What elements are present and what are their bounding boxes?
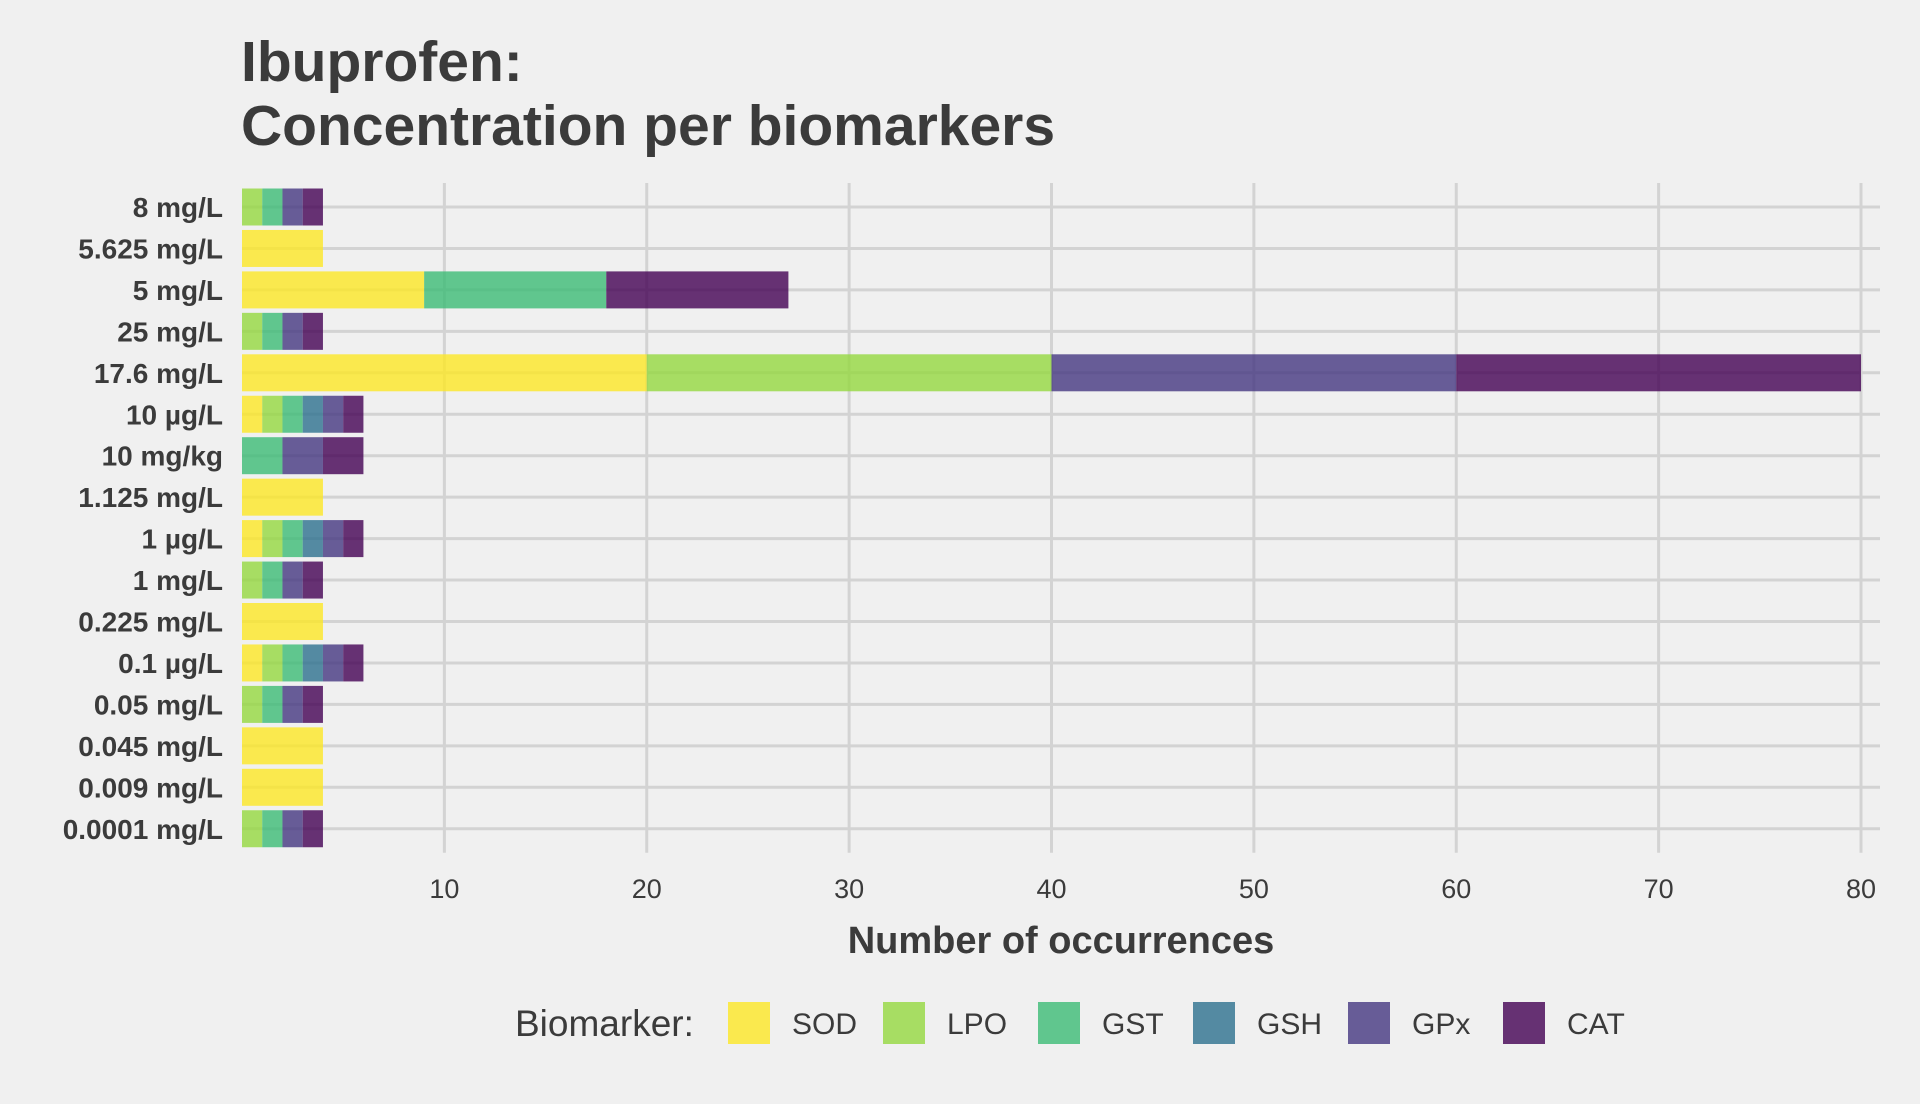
- y-tick-label: 0.225 mg/L: [78, 607, 223, 638]
- bar-segment-gst: [282, 644, 303, 682]
- legend-label-gst: GST: [1102, 1008, 1164, 1041]
- x-tick-label: 60: [1441, 874, 1471, 904]
- bar-segment-lpo: [262, 520, 283, 558]
- y-tick-label: 0.1 µg/L: [118, 648, 223, 679]
- bar-segment-cat: [322, 437, 364, 475]
- y-tick-label: 0.0001 mg/L: [63, 814, 223, 845]
- grid: [242, 183, 1880, 853]
- y-tick-label: 5.625 mg/L: [78, 233, 223, 264]
- legend-key-sod: [728, 1002, 770, 1044]
- bar-segment-gsh: [302, 520, 323, 558]
- bar-segment-cat: [302, 685, 323, 723]
- y-tick-label: 8 mg/L: [133, 192, 223, 223]
- x-tick-label: 10: [429, 874, 459, 904]
- y-axis-tick-labels: 8 mg/L 5.625 mg/L 5 mg/L 25 mg/L 17.6 mg/L 10…: [63, 192, 223, 845]
- bar-segment-gpx: [282, 437, 323, 475]
- y-tick-label: 0.045 mg/L: [78, 731, 223, 762]
- bar-segment-sod: [242, 727, 323, 765]
- bar-segment-lpo: [262, 395, 283, 433]
- x-tick-label: 70: [1644, 874, 1674, 904]
- bars: [242, 188, 1861, 848]
- y-tick-label: 25 mg/L: [117, 316, 223, 347]
- bar-segment-gsh: [302, 644, 323, 682]
- x-tick-label: 50: [1239, 874, 1269, 904]
- bar-segment-gpx: [282, 188, 303, 226]
- legend-label-sod: SOD: [792, 1008, 857, 1041]
- legend-key-gsh: [1193, 1002, 1235, 1044]
- bar-segment-sod: [242, 520, 263, 558]
- y-tick-label: 5 mg/L: [133, 275, 223, 306]
- legend-key-gpx: [1348, 1002, 1390, 1044]
- bar-segment-cat: [302, 810, 323, 848]
- bar-segment-cat: [302, 312, 323, 350]
- bar-segment-lpo: [262, 644, 283, 682]
- bar-segment-gpx: [322, 520, 344, 558]
- bar-segment-sod: [242, 478, 323, 516]
- legend-label-gpx: GPx: [1412, 1008, 1470, 1041]
- bar-segment-gst: [262, 188, 283, 226]
- chart-title-line-2: Concentration per biomarkers: [241, 94, 1055, 158]
- bar-segment-cat: [606, 271, 789, 309]
- bar-segment-lpo: [242, 561, 263, 599]
- x-tick-label: 20: [632, 874, 662, 904]
- bar-segment-cat: [302, 561, 323, 599]
- bar-segment-sod: [242, 229, 323, 267]
- bar-segment-cat: [343, 644, 364, 682]
- x-axis-tick-labels: 10 20 30 40 50 60 70 80: [429, 874, 1876, 904]
- bar-segment-lpo: [242, 810, 263, 848]
- bar-segment-lpo: [242, 685, 263, 723]
- bar-segment-gpx: [1051, 354, 1457, 392]
- bar-segment-gpx: [282, 810, 303, 848]
- bar-segment-gst: [242, 437, 283, 475]
- y-tick-label: 17.6 mg/L: [94, 358, 223, 389]
- bar-segment-sod: [242, 768, 323, 806]
- bar-segment-lpo: [242, 188, 263, 226]
- bar-segment-gpx: [282, 561, 303, 599]
- y-tick-label: 10 mg/kg: [102, 441, 223, 472]
- bar-segment-gpx: [322, 395, 344, 433]
- bar-segment-gst: [262, 685, 283, 723]
- bar-segment-gpx: [282, 685, 303, 723]
- x-tick-label: 30: [834, 874, 864, 904]
- bar-segment-sod: [242, 603, 323, 640]
- bar-segment-sod: [242, 644, 263, 682]
- bar-segment-gst: [282, 395, 303, 433]
- legend-label-cat: CAT: [1567, 1008, 1625, 1041]
- legend-key-cat: [1503, 1002, 1545, 1044]
- bar-segment-sod: [242, 395, 263, 433]
- chart-title-line-1: Ibuprofen:: [241, 30, 523, 94]
- x-axis-label: Number of occurrences: [848, 920, 1275, 962]
- bar-segment-lpo: [242, 312, 263, 350]
- bar-segment-gsh: [302, 395, 323, 433]
- bar-segment-gst: [282, 520, 303, 558]
- legend-key-lpo: [883, 1002, 925, 1044]
- y-tick-label: 1 mg/L: [133, 565, 223, 596]
- bar-segment-cat: [343, 520, 364, 558]
- bar-segment-sod: [242, 354, 647, 392]
- legend: Biomarker: SOD LPO GST GSH GPx CAT: [515, 1002, 1625, 1044]
- bar-segment-sod: [242, 271, 425, 309]
- legend-title: Biomarker:: [515, 1003, 694, 1044]
- legend-label-lpo: LPO: [947, 1008, 1007, 1041]
- bar-segment-cat: [1456, 354, 1861, 392]
- x-tick-label: 80: [1846, 874, 1876, 904]
- bar-segment-gst: [262, 561, 283, 599]
- bar-segment-cat: [302, 188, 323, 226]
- y-tick-label: 0.05 mg/L: [94, 689, 223, 720]
- bar-segment-gst: [262, 810, 283, 848]
- y-tick-label: 10 µg/L: [126, 399, 223, 430]
- bar-segment-gst: [424, 271, 607, 309]
- legend-key-gst: [1038, 1002, 1080, 1044]
- bar-segment-lpo: [646, 354, 1052, 392]
- y-tick-label: 1 µg/L: [142, 524, 223, 555]
- bar-segment-gpx: [282, 312, 303, 350]
- x-tick-label: 40: [1036, 874, 1066, 904]
- y-tick-label: 0.009 mg/L: [78, 772, 223, 803]
- y-tick-label: 1.125 mg/L: [78, 482, 223, 513]
- legend-label-gsh: GSH: [1257, 1008, 1322, 1041]
- bar-segment-gst: [262, 312, 283, 350]
- bar-segment-gpx: [322, 644, 344, 682]
- bar-segment-cat: [343, 395, 364, 433]
